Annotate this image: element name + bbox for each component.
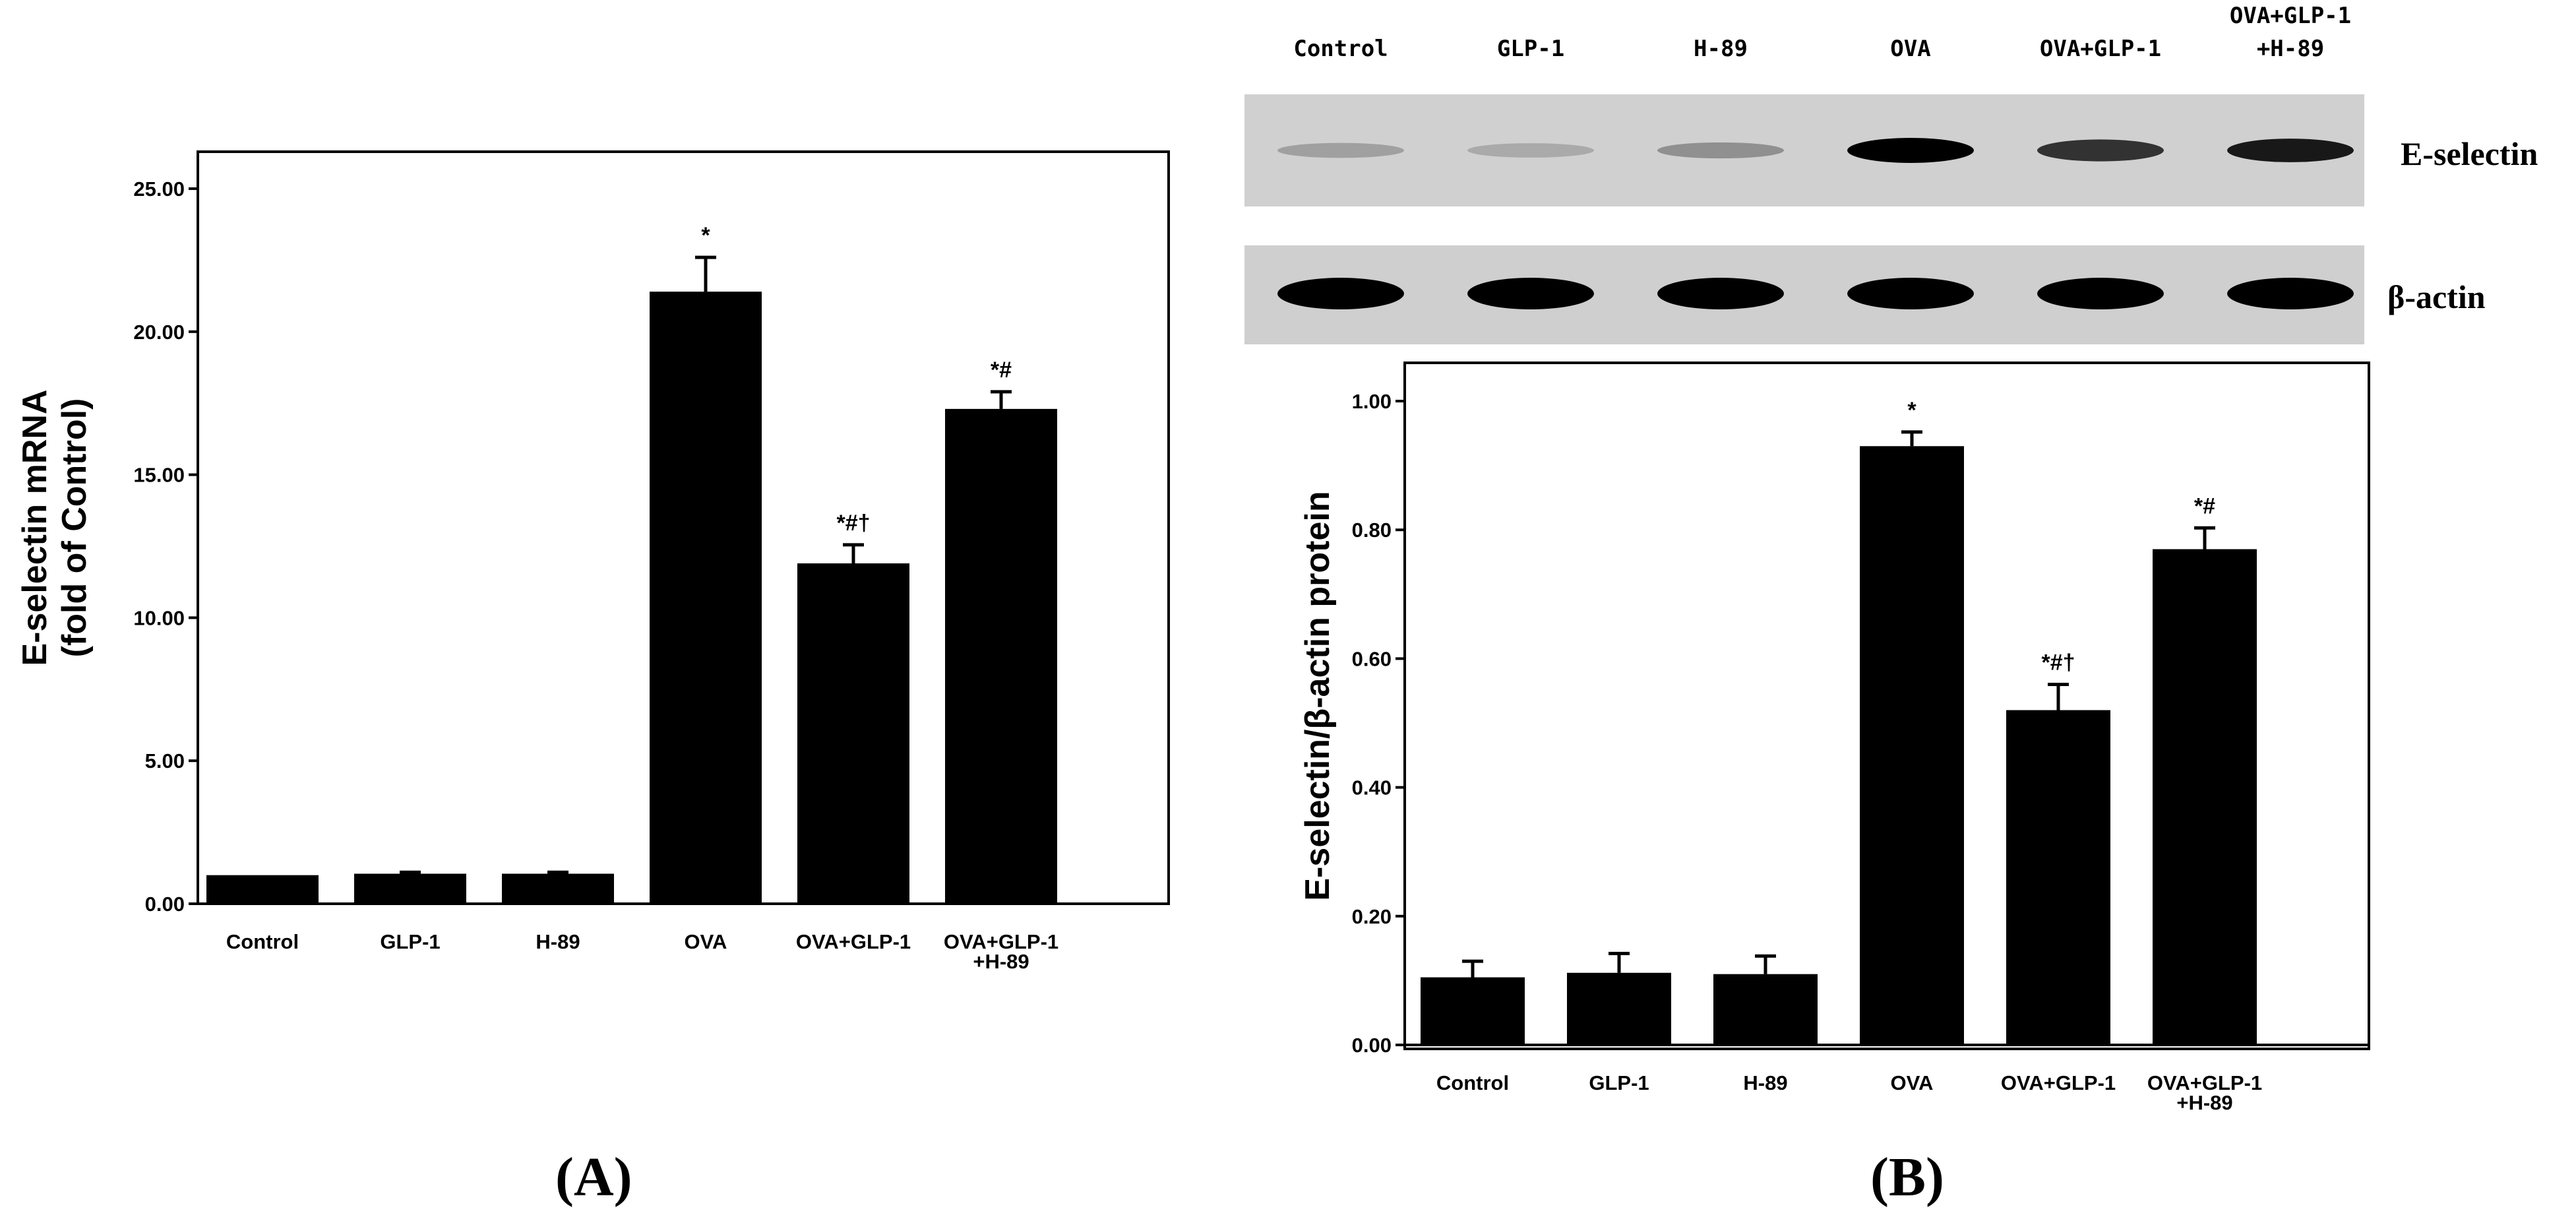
bar [945,408,1057,904]
chart-b-y-ticks: 0.00 0.20 0.40 0.60 0.80 1.00 [1352,390,1405,1057]
category-label: Control [1436,1071,1509,1094]
blot-row-label-beta-actin: β-actin [2387,278,2486,315]
chart-a-y-axis-subtitle: (fold of Control) [55,398,94,658]
y-tick-label: 0.00 [145,893,185,916]
category-label: H-89 [536,930,580,953]
y-tick-label: 0.00 [1352,1034,1392,1057]
y-tick-label: 20.00 [133,321,185,344]
y-tick-label: 0.80 [1352,519,1392,542]
blot-lane-label: H-89 [1694,36,1748,62]
category-label: OVA [685,930,727,953]
chart-b-categories: Control GLP-1 H-89 OVA OVA+GLP-1 OVA+GLP-1 +H-… [1436,1071,2262,1114]
category-label: OVA+GLP-1 +H-89 [2147,1071,2262,1114]
category-label: H-89 [1743,1071,1787,1094]
y-tick-label: 15.00 [133,464,185,487]
chart-b-y-axis-title: E-selectin/β-actin protein [1299,491,1337,900]
blot-lane-label: OVA [1890,36,1930,62]
blot-band [2227,139,2354,162]
blot-band [1847,138,1974,163]
blot-band [2037,139,2164,162]
chart-a-bars: * *#† *# [198,223,1169,905]
blot-band [1657,278,1784,309]
chart-b-plot-frame [1403,362,2370,1050]
panel-label-a: (A) [555,1147,632,1208]
blot-lane-label: OVA+GLP-1 [2040,36,2161,62]
blot-band [1847,278,1974,309]
blot-lane-labels: Control GLP-1 H-89 OVA OVA+GLP-1 OVA+GLP-1 +H-… [1293,3,2351,62]
panel-label-b: (B) [1870,1147,1944,1208]
blot-lane-label: Control [1293,36,1388,62]
y-tick-label: 0.60 [1352,647,1392,670]
blot-band [1277,278,1404,309]
bar [650,292,762,904]
western-blot: Control GLP-1 H-89 OVA OVA+GLP-1 OVA+GLP-1 +H-… [1244,3,2538,344]
y-tick-label: 10.00 [133,606,185,629]
significance-label: *#† [836,511,870,536]
category-label: OVA+GLP-1 +H-89 [944,930,1058,973]
category-label: GLP-1 [380,930,440,953]
y-tick-label: 1.00 [1352,390,1392,413]
blot-bands [1277,138,2354,309]
bar [2153,549,2257,1045]
blot-strip-beta-actin [1244,245,2364,344]
chart-a-y-ticks: 0.00 5.00 10.00 15.00 20.00 25.00 [133,177,198,916]
blot-lane-label: GLP-1 [1497,36,1564,62]
bar [797,563,909,904]
chart-b-bars: * *#† *# [1405,398,2369,1046]
bar [354,873,466,904]
category-label: OVA+GLP-1 [796,930,911,953]
bar [2006,710,2110,1045]
bar [1860,446,1964,1045]
blot-lane-label: OVA+GLP-1 +H-89 [2230,3,2351,62]
blot-band [2227,278,2354,309]
chart-b: 0.00 0.20 0.40 0.60 0.80 1.00 * *#† *# Control G… [1299,362,2370,1114]
blot-band [1277,142,1404,158]
blot-row-label-e-selectin: E-selectin [2401,135,2538,172]
significance-label: *# [2194,493,2215,519]
bar [502,873,614,904]
significance-label: *#† [2041,650,2075,675]
y-tick-label: 25.00 [133,177,185,201]
category-label: OVA+GLP-1 [2001,1071,2116,1094]
blot-band [2037,278,2164,309]
significance-label: *# [991,358,1012,383]
bar [206,875,319,904]
bar [1421,977,1525,1045]
chart-a-categories: Control GLP-1 H-89 OVA OVA+GLP-1 OVA+GLP-1 +H-… [226,930,1058,973]
category-label: OVA [1891,1071,1934,1094]
blot-band [1657,142,1784,159]
blot-strip-e-selectin [1244,94,2364,206]
y-tick-label: 5.00 [145,749,185,772]
chart-a: 0.00 5.00 10.00 15.00 20.00 25.00 * *#† *# Cont… [16,150,1170,973]
significance-label: * [701,223,710,248]
bar [1567,972,1671,1045]
blot-band [1467,143,1594,158]
category-label: GLP-1 [1589,1071,1649,1094]
y-tick-label: 0.20 [1352,905,1392,928]
chart-a-y-axis-title: E-selectin mRNA [16,390,54,666]
blot-band [1467,278,1594,309]
bar [1713,974,1818,1045]
significance-label: * [1907,398,1917,423]
category-label: Control [226,930,299,953]
y-tick-label: 0.40 [1352,776,1392,800]
